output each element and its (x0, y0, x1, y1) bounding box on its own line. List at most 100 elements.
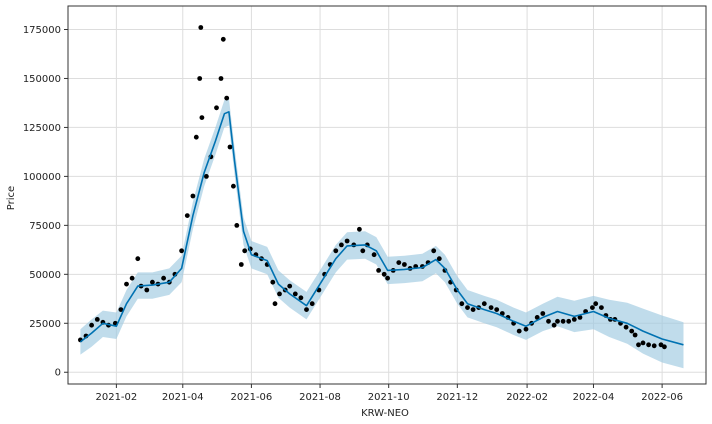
observed-point (231, 183, 236, 189)
y-axis-title: Price (6, 186, 17, 210)
x-tick-label: 2022-06 (641, 392, 683, 403)
observed-point (546, 318, 551, 324)
observed-point (376, 268, 381, 273)
observed-point (632, 332, 638, 338)
x-tick-label: 2021-08 (299, 392, 341, 403)
observed-point (371, 252, 377, 258)
observed-point (161, 275, 167, 281)
plot-frame (67, 5, 707, 385)
x-tick-label: 2022-04 (573, 392, 615, 403)
observed-point (402, 262, 407, 267)
observed-point (218, 76, 224, 81)
y-tick-label: 175000 (23, 25, 61, 36)
observed-point (396, 260, 402, 265)
observed-point (270, 279, 276, 285)
observed-point (129, 275, 135, 281)
y-tick-label: 50000 (29, 270, 61, 281)
observed-point (204, 174, 209, 179)
observed-point (214, 105, 219, 111)
observed-point (339, 242, 344, 248)
observed-point (599, 305, 604, 310)
observed-point (431, 248, 437, 254)
trend-line-layer (79, 111, 684, 346)
observed-point (640, 340, 646, 346)
observed-point (540, 311, 546, 316)
observed-point (179, 248, 185, 254)
y-tick-label: 125000 (23, 123, 61, 134)
observed-point (651, 343, 657, 349)
y-tick-label: 100000 (23, 172, 61, 183)
x-tick-label: 2021-06 (231, 392, 273, 403)
uncertainty-band-layer (80, 98, 684, 369)
axis-layer: 0 25000 50000 75000 100000 125000 150000 175000… (23, 5, 707, 403)
observed-point (560, 318, 566, 324)
observed-point (242, 248, 248, 254)
observed-point (534, 315, 540, 320)
observed-point (150, 279, 155, 285)
observed-point (566, 318, 572, 324)
observed-point (516, 328, 522, 334)
observed-point (220, 36, 226, 42)
observed-point (135, 256, 141, 262)
observed-point (571, 317, 577, 322)
x-tick-label: 2021-04 (162, 392, 204, 403)
observed-point (94, 317, 100, 322)
observed-point (287, 283, 293, 289)
observed-point (124, 281, 129, 287)
x-tick-label: 2021-10 (368, 392, 410, 403)
observed-point (459, 301, 465, 307)
y-tick-label: 0 (55, 368, 61, 379)
observed-point (184, 213, 190, 219)
observed-point (551, 322, 557, 328)
observed-point (523, 326, 529, 332)
observed-point (577, 315, 583, 320)
observed-point (118, 307, 124, 312)
y-tick-label: 25000 (29, 319, 61, 330)
observed-point (309, 301, 315, 307)
observed-point (144, 287, 150, 293)
observed-point (333, 248, 339, 254)
observed-point (360, 248, 366, 254)
observed-point (593, 301, 599, 307)
observed-point (488, 305, 494, 310)
observed-point (344, 238, 350, 244)
observed-point (238, 262, 244, 267)
observed-point (590, 305, 595, 310)
observed-point (224, 95, 230, 101)
observed-point (662, 344, 667, 350)
observed-point (436, 256, 442, 262)
uncertainty-band (80, 98, 684, 369)
observed-point (494, 307, 500, 312)
observed-point (465, 305, 470, 310)
observed-point (198, 25, 204, 30)
observed-point (385, 275, 390, 281)
observed-point (199, 115, 205, 120)
grid-layer (68, 6, 706, 384)
observed-point (197, 76, 203, 81)
x-tick-label: 2021-12 (436, 392, 478, 403)
observed-point (190, 193, 196, 199)
observed-point (272, 301, 278, 307)
observed-point (227, 144, 233, 150)
trend-line (79, 111, 684, 346)
observed-point (304, 307, 309, 312)
observed-point (629, 328, 635, 334)
observed-point (470, 307, 476, 312)
x-tick-label: 2022-02 (506, 392, 548, 403)
observed-point (292, 291, 298, 297)
y-tick-label: 75000 (29, 221, 61, 232)
observed-point (555, 318, 560, 324)
observed-point (277, 291, 282, 297)
observed-point (357, 226, 362, 232)
x-tick-label: 2021-02 (95, 392, 137, 403)
observed-point (636, 342, 641, 348)
observed-point (481, 301, 487, 307)
observed-point (89, 322, 94, 328)
observed-point (234, 223, 240, 228)
observed-point (381, 271, 387, 277)
observed-point (646, 342, 651, 348)
observed-point (193, 134, 199, 140)
observed-point (623, 324, 629, 330)
